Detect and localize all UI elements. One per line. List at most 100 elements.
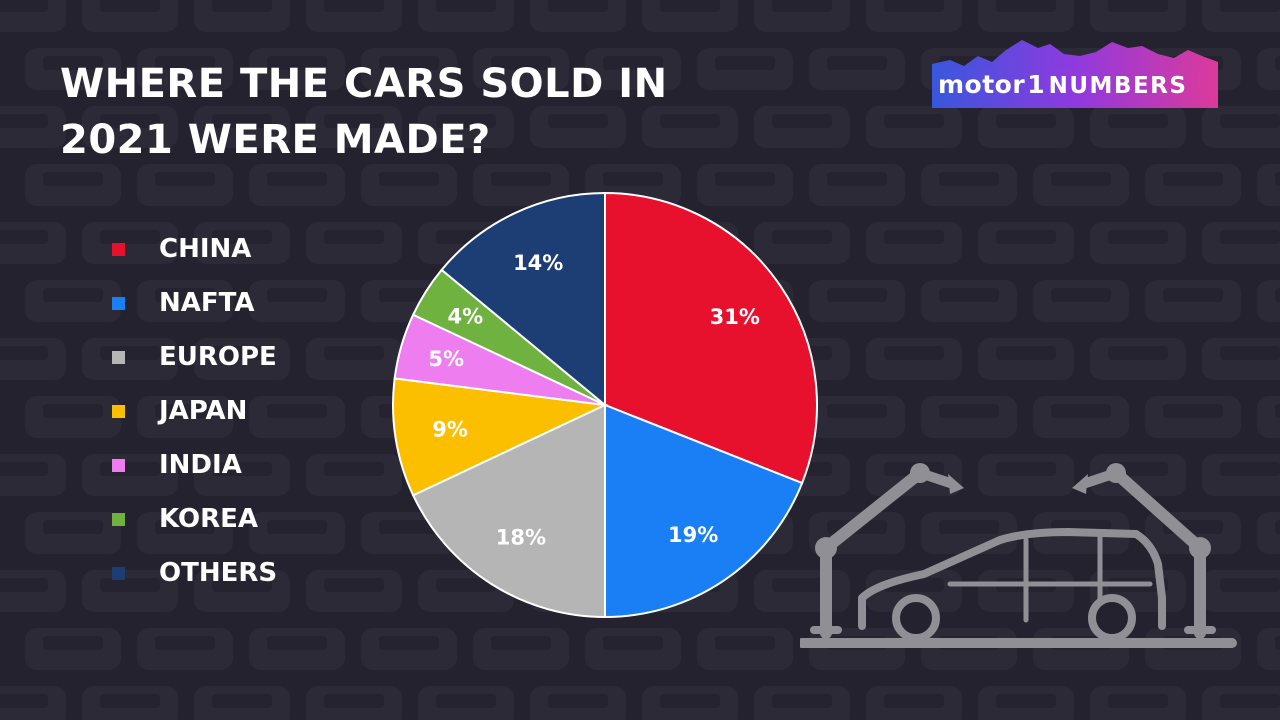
background-car-window [324,578,384,592]
background-car-window [379,636,439,650]
background-car-window [548,114,608,128]
background-car-window [1275,636,1280,650]
slice-label-europe: 18% [496,525,546,549]
background-car-window [1108,230,1168,244]
background-car [1257,280,1280,322]
background-car-window [996,230,1056,244]
background-car-window [155,172,215,186]
background-car [1257,164,1280,206]
background-car-window [1163,404,1223,418]
legend-label: CHINA [159,234,252,264]
background-car-window [1108,0,1168,12]
background-car-window [996,462,1056,476]
pie-slice-nafta [604,403,804,619]
logo-numeral: 1 [1027,70,1045,99]
legend-swatch [112,458,125,472]
background-car-window [43,172,103,186]
legend-label: OTHERS [159,558,278,588]
background-car-window [884,346,944,360]
legend-item-europe: EUROPE [112,330,277,384]
background-car-window [324,694,384,708]
background-car-window [996,0,1056,12]
motor1-numbers-logo: motor1 NUMBERS [930,36,1220,112]
background-car-window [715,172,775,186]
background-car-window [1220,346,1280,360]
background-car [1257,396,1280,438]
background-car-window [1051,404,1111,418]
background-car [1257,48,1280,90]
background-car-window [660,0,720,12]
background-car-window [155,56,215,70]
background-car-window [100,694,160,708]
background-car-window [827,404,887,418]
background-car-window [155,404,215,418]
legend-label: JAPAN [159,396,248,426]
background-car-window [379,520,439,534]
pie-slice-china [604,191,818,485]
background-car-window [436,114,496,128]
background-car-window [884,114,944,128]
background-car-window [324,114,384,128]
slice-label-nafta: 19% [668,523,718,547]
background-car-window [939,404,999,418]
background-car-window [324,230,384,244]
background-car-window [100,230,160,244]
background-car-window [436,578,496,592]
logo-brand: motor [938,70,1026,99]
background-car-window [379,56,439,70]
background-car-window [1051,288,1111,302]
background-car-window [1220,694,1280,708]
background-car-window [212,694,272,708]
slice-label-others: 14% [513,251,563,275]
legend-item-nafta: NAFTA [112,276,277,330]
background-car-window [43,56,103,70]
legend-swatch [112,350,125,364]
legend-swatch [112,296,125,310]
background-car-window [212,462,272,476]
pie-chart: 31% 19% 18% 9% 5% 4% 14% [392,191,818,619]
background-car-window [267,404,327,418]
legend-swatch [112,404,125,418]
background-car-window [100,0,160,12]
background-car-window [1163,288,1223,302]
legend-label: EUROPE [159,342,277,372]
background-car-window [100,578,160,592]
background-car-window [267,520,327,534]
background-car-window [1220,0,1280,12]
chart-legend: CHINA NAFTA EUROPE JAPAN INDIA KOREA OTHERS [112,222,277,600]
slice-label-japan: 9% [432,418,468,442]
legend-label: KOREA [159,504,258,534]
legend-swatch [112,512,125,526]
background-car-window [491,56,551,70]
background-car-window [827,288,887,302]
background-car-window [772,694,832,708]
background-car-window [772,230,832,244]
legend-item-india: INDIA [112,438,277,492]
background-car-window [1275,56,1280,70]
background-car-window [267,172,327,186]
background-car-window [100,114,160,128]
background-car-window [1220,114,1280,128]
background-car-window [884,0,944,12]
background-car-window [939,288,999,302]
background-car-window [548,0,608,12]
background-car [1257,512,1280,554]
background-car-window [548,694,608,708]
background-car-window [267,288,327,302]
background-car-window [603,636,663,650]
background-car-window [996,694,1056,708]
background-car-window [267,56,327,70]
background-car-window [884,694,944,708]
background-car-window [660,114,720,128]
background-car-window [1108,346,1168,360]
background-car-window [43,636,103,650]
background-car-window [996,114,1056,128]
background-car-window [436,0,496,12]
logo-suffix: NUMBERS [1048,73,1188,99]
background-car-window [267,636,327,650]
background-car-window [772,578,832,592]
background-car-window [491,636,551,650]
background-car-window [715,56,775,70]
skyline-graph-icon [932,40,1218,108]
background-car-window [1220,230,1280,244]
